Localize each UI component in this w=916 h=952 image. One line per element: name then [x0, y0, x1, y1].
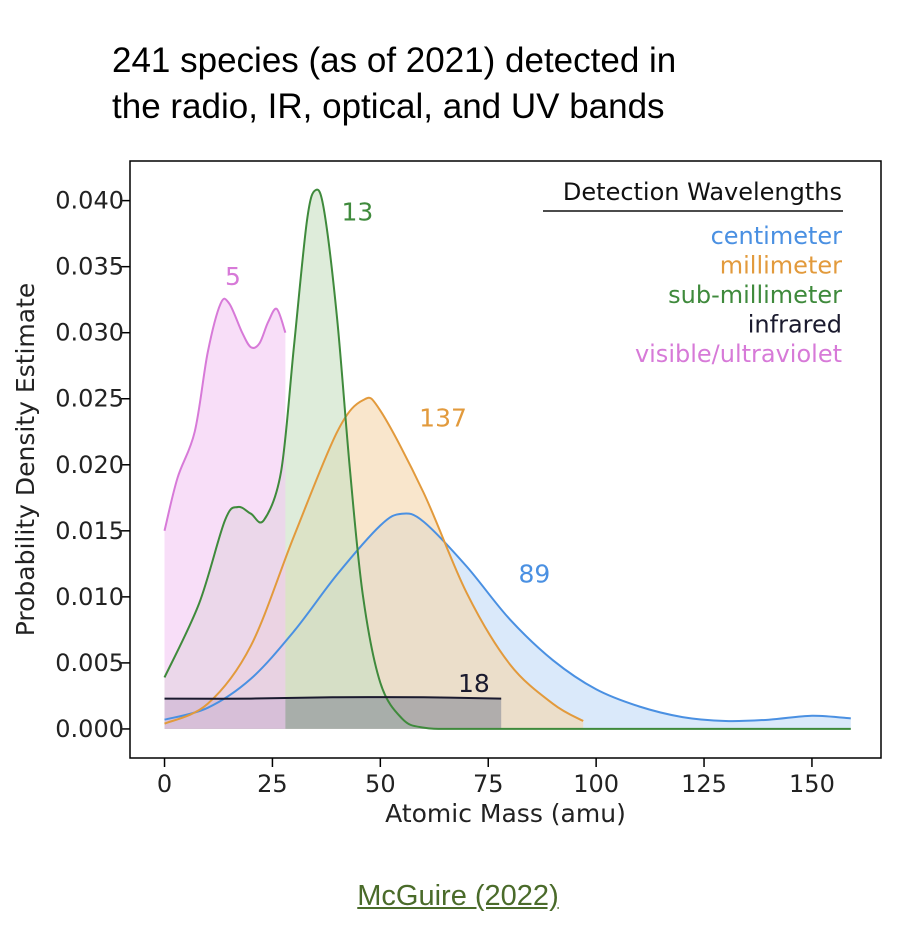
x-axis: 0 25 50 75 100 125 150	[157, 758, 835, 798]
line-infrared	[164, 696, 502, 700]
y-tick-label: 0.020	[55, 451, 124, 479]
line-sub-millimeter	[163, 188, 851, 731]
citation-link[interactable]: McGuire (2022)	[0, 880, 916, 913]
line-visible-ultraviolet	[163, 297, 287, 532]
count-label-sub-millimeter: 13	[341, 197, 373, 226]
x-tick-label: 125	[681, 770, 727, 798]
y-tick-label: 0.000	[55, 715, 124, 743]
line-centimeter	[164, 512, 851, 723]
y-tick-label: 0.035	[55, 253, 124, 281]
count-label-centimeter: 89	[518, 559, 550, 588]
legend-entry: visible/ultraviolet	[635, 340, 842, 368]
y-tick-label: 0.030	[55, 319, 124, 347]
title-line-1: 241 species (as of 2021) detected in	[112, 41, 677, 80]
x-axis-label: Atomic Mass (amu)	[385, 799, 626, 828]
y-tick-label: 0.025	[55, 385, 124, 413]
x-tick-label: 150	[789, 770, 835, 798]
legend: Detection Wavelengths centimetermillimet…	[543, 178, 843, 368]
plot-frame	[129, 160, 882, 759]
area-sub-millimeter	[164, 189, 851, 730]
y-tick-label: 0.010	[55, 583, 124, 611]
legend-entry: centimeter	[711, 222, 843, 250]
legend-entry: infrared	[748, 311, 842, 339]
chart-title: 241 species (as of 2021) detected in the…	[112, 38, 872, 130]
y-tick-label: 0.040	[55, 187, 124, 215]
legend-entry: millimeter	[720, 252, 842, 280]
x-tick-label: 100	[573, 770, 619, 798]
legend-title: Detection Wavelengths	[563, 178, 842, 206]
y-axis: 0.000 0.005 0.010 0.015 0.020 0.025 0.030 0.035…	[55, 187, 130, 743]
citation-text: McGuire (2022)	[357, 880, 559, 912]
x-tick-label: 25	[257, 770, 288, 798]
x-tick-label: 75	[473, 770, 504, 798]
y-tick-label: 0.015	[55, 517, 124, 545]
line-layer	[163, 188, 851, 731]
count-label-visible-ultraviolet: 5	[225, 262, 241, 291]
legend-entry: sub-millimeter	[668, 281, 842, 309]
x-tick-label: 50	[365, 770, 396, 798]
count-label-infrared: 18	[458, 669, 490, 698]
y-axis-label: Probability Density Estimate	[11, 283, 40, 637]
count-label-layer: 89 137 13 18 5	[225, 197, 550, 698]
x-tick-label: 0	[157, 770, 172, 798]
line-millimeter	[164, 396, 584, 725]
area-visible-ultraviolet	[164, 298, 286, 729]
title-line-2: the radio, IR, optical, and UV bands	[112, 87, 665, 126]
count-label-millimeter: 137	[419, 403, 467, 432]
area-layer	[164, 189, 851, 730]
y-tick-label: 0.005	[55, 649, 124, 677]
